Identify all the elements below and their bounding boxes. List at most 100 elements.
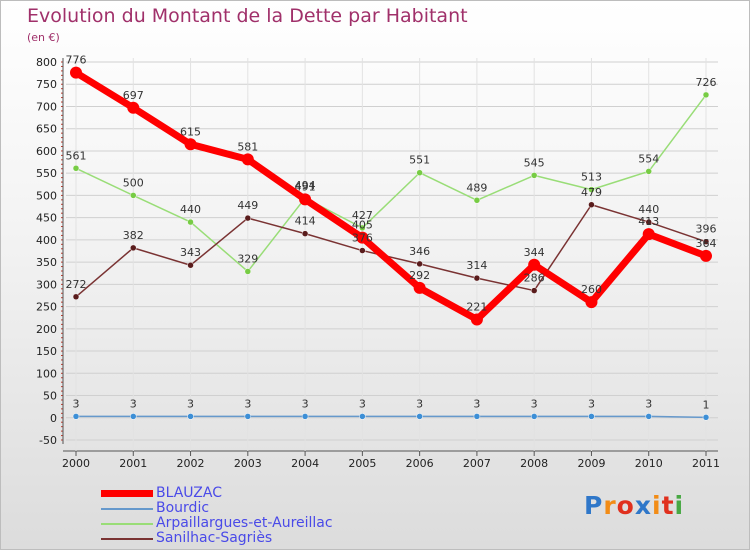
y-tick-label: 50 — [43, 390, 57, 403]
data-label: 343 — [180, 246, 201, 259]
legend-item: Bourdic — [101, 500, 401, 516]
data-label: 479 — [581, 186, 602, 199]
data-point — [588, 413, 595, 420]
series-arpaillargues-et-aureillac — [72, 91, 710, 275]
legend-label: Bourdic — [156, 500, 210, 516]
y-tick-label: 200 — [36, 323, 57, 336]
data-point — [359, 247, 366, 254]
data-point — [530, 172, 538, 179]
y-tick-label: 600 — [36, 145, 57, 158]
x-tick-label: 2011 — [692, 457, 720, 470]
series-blauzac — [70, 66, 712, 326]
data-point — [702, 414, 710, 421]
y-tick-label: 150 — [36, 345, 57, 358]
data-label: 513 — [581, 171, 602, 184]
legend-label: Arpaillargues-et-Aureillac — [156, 515, 333, 531]
logo-letter: P — [584, 491, 604, 520]
x-tick-label: 2004 — [291, 457, 319, 470]
data-point — [244, 214, 252, 222]
proxiti-logo: Proxiti — [584, 491, 684, 520]
x-tick-label: 2001 — [119, 457, 147, 470]
data-label: 776 — [66, 54, 87, 67]
x-tick-label: 2000 — [62, 457, 90, 470]
chart-subtitle: (en €) — [27, 31, 60, 44]
data-label: 427 — [352, 209, 373, 222]
data-point — [528, 258, 541, 271]
data-label: 554 — [638, 152, 659, 165]
data-point — [473, 274, 481, 282]
y-tick-label: 800 — [36, 56, 57, 69]
series-sanilhac-sagri-s — [72, 201, 710, 301]
legend-swatch — [101, 490, 153, 497]
data-label: 405 — [352, 219, 373, 232]
y-tick-label: 300 — [36, 278, 57, 291]
data-point — [70, 66, 82, 79]
data-label: 260 — [581, 283, 602, 296]
data-point — [187, 413, 194, 420]
data-point — [299, 193, 312, 206]
x-tick-label: 2005 — [348, 457, 376, 470]
data-label: 3 — [130, 397, 137, 410]
series-line — [75, 94, 707, 273]
legend-label: BLAUZAC — [156, 485, 223, 501]
data-label: 561 — [66, 149, 87, 162]
data-point — [127, 101, 140, 114]
data-point — [585, 296, 598, 309]
data-point — [187, 218, 194, 226]
x-tick-label: 2010 — [635, 457, 663, 470]
y-tick-label: 250 — [36, 301, 57, 314]
data-label: 440 — [180, 203, 201, 216]
data-label: 3 — [473, 397, 480, 410]
x-tick-label: 2002 — [177, 457, 205, 470]
data-label: 272 — [66, 278, 87, 291]
data-point — [244, 413, 252, 420]
data-label: 440 — [638, 203, 659, 216]
data-label: 581 — [237, 140, 258, 153]
data-label: 551 — [409, 154, 430, 167]
data-point — [416, 413, 423, 420]
data-label: 3 — [244, 397, 251, 410]
data-label: 413 — [638, 215, 659, 228]
data-label: 3 — [531, 397, 538, 410]
data-point — [645, 168, 652, 175]
data-label: 396 — [696, 223, 717, 236]
data-label: 500 — [123, 176, 144, 189]
data-point — [416, 260, 423, 268]
legend-swatch — [101, 538, 153, 540]
data-point — [645, 218, 652, 226]
data-point — [645, 413, 652, 420]
data-label: 494 — [295, 179, 316, 192]
data-point — [413, 281, 426, 294]
data-point — [588, 201, 595, 209]
data-label: 697 — [123, 89, 144, 102]
data-label: 726 — [696, 76, 717, 89]
legend-swatch — [101, 508, 153, 510]
data-label: 314 — [466, 259, 487, 272]
y-tick-label: 650 — [36, 123, 57, 136]
y-tick-label: 500 — [36, 189, 57, 202]
data-point — [301, 413, 309, 420]
data-point — [130, 244, 137, 252]
data-point — [359, 413, 366, 420]
data-label: 615 — [180, 125, 201, 138]
x-tick-label: 2006 — [406, 457, 434, 470]
data-point — [244, 268, 252, 275]
data-point — [356, 231, 369, 244]
data-label: 414 — [295, 215, 316, 228]
data-label: 344 — [524, 246, 545, 259]
legend-label: Sanilhac-Sagriès — [156, 530, 273, 546]
legend-item: Sanilhac-Sagriès — [101, 530, 401, 546]
y-tick-label: -50 — [39, 434, 57, 447]
data-label: 3 — [302, 397, 309, 410]
data-point — [473, 197, 481, 204]
x-tick-label: 2007 — [463, 457, 491, 470]
data-point — [530, 413, 538, 420]
data-point — [184, 138, 197, 151]
logo-letter: i — [652, 491, 662, 520]
y-tick-label: 550 — [36, 167, 57, 180]
data-label: 545 — [524, 156, 545, 169]
data-point — [130, 192, 137, 199]
y-tick-label: 400 — [36, 234, 57, 247]
